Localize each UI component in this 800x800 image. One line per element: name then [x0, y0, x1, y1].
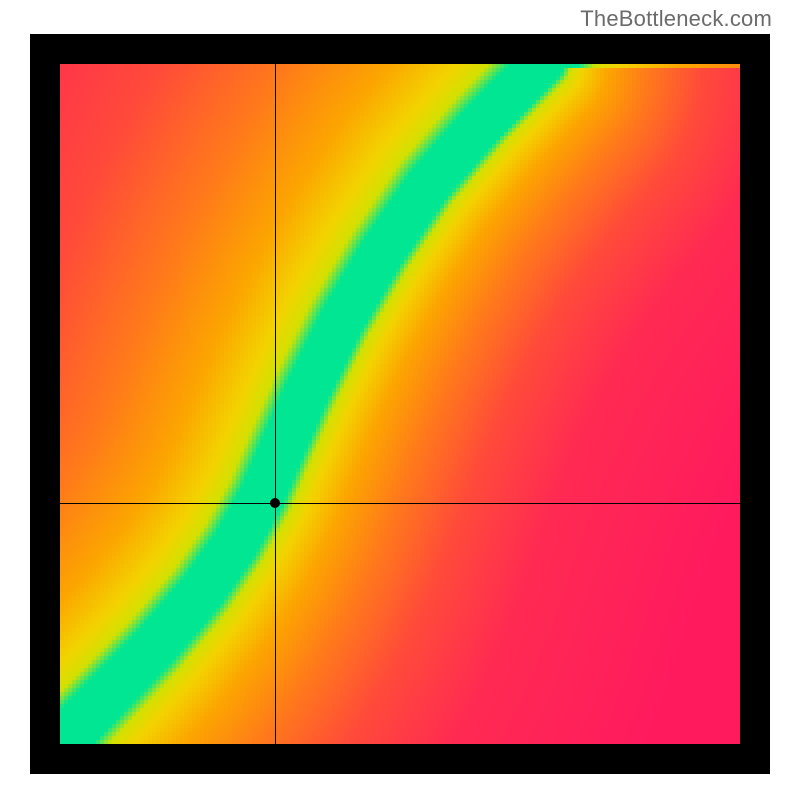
crosshair-horizontal	[60, 503, 740, 504]
crosshair-vertical	[275, 64, 276, 744]
chart-container: TheBottleneck.com	[0, 0, 800, 800]
marker-dot	[270, 498, 280, 508]
watermark-text: TheBottleneck.com	[580, 6, 772, 32]
plot-frame	[30, 34, 770, 774]
heatmap-canvas	[60, 64, 740, 744]
